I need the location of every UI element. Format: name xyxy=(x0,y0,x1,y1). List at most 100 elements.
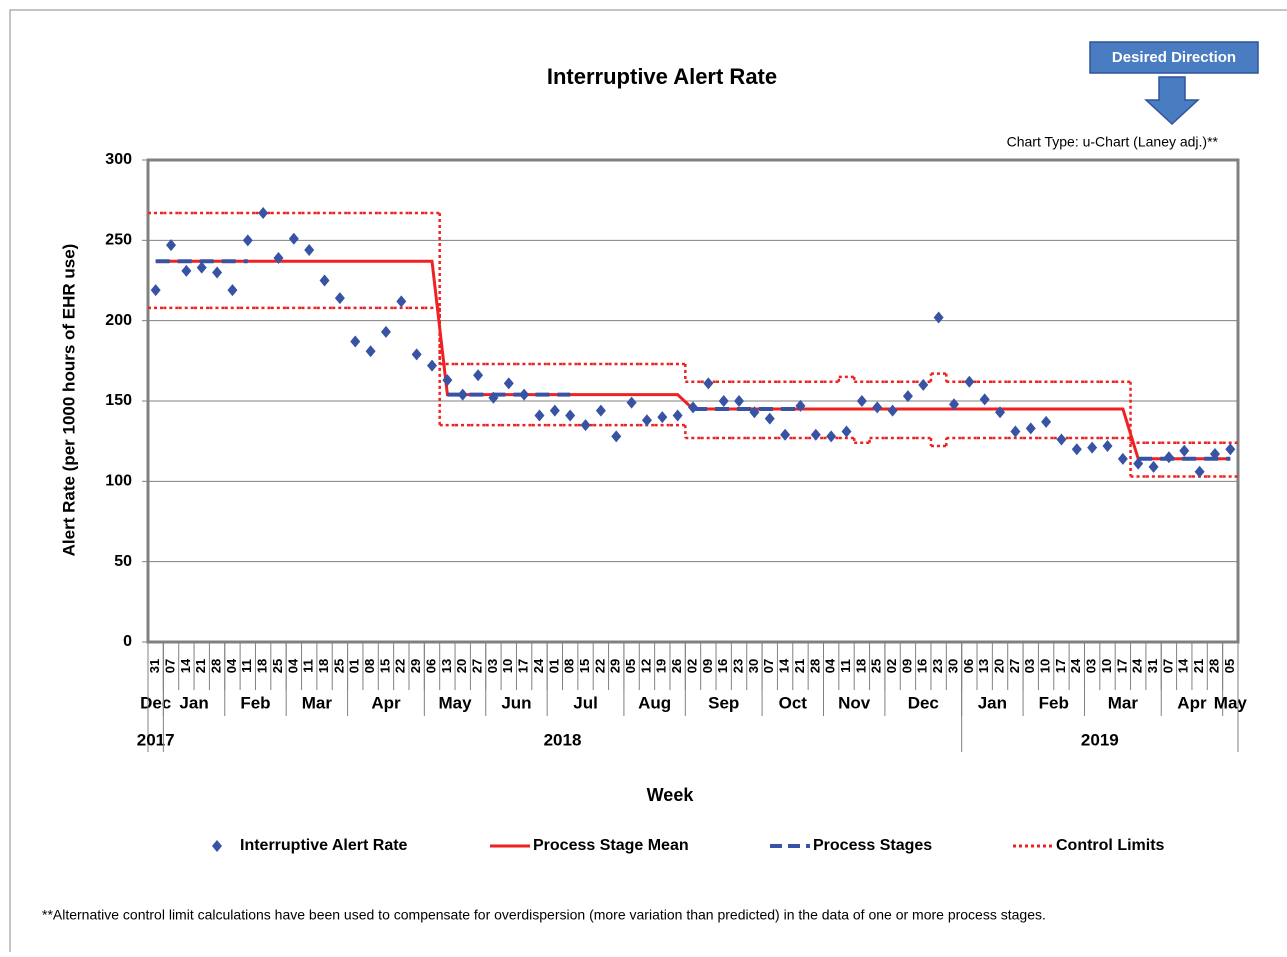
data-point xyxy=(380,325,391,338)
data-point xyxy=(150,284,161,297)
y-tick-label: 0 xyxy=(123,633,132,650)
data-point xyxy=(764,412,775,425)
y-tick-label: 50 xyxy=(114,553,132,570)
x-tick-label: 22 xyxy=(393,659,408,673)
data-point xyxy=(1163,451,1174,464)
x-tick-label: 10 xyxy=(1099,659,1114,673)
year-label: 2019 xyxy=(1081,730,1119,749)
data-point xyxy=(1117,452,1128,465)
legend-marker xyxy=(212,840,222,852)
chart-title: Interruptive Alert Rate xyxy=(547,64,777,89)
x-tick-label: 10 xyxy=(1038,659,1053,673)
data-point xyxy=(457,388,468,401)
x-tick-label: 22 xyxy=(592,659,607,673)
x-tick-label: 30 xyxy=(945,659,960,673)
x-tick-label: 31 xyxy=(1145,659,1160,673)
data-point xyxy=(718,395,729,407)
data-point xyxy=(411,348,422,361)
x-tick-label: 18 xyxy=(316,659,331,673)
x-tick-label: 15 xyxy=(377,659,392,673)
month-label: Jan xyxy=(978,693,1007,712)
data-point xyxy=(503,377,514,390)
month-label: Feb xyxy=(1039,693,1069,712)
x-tick-label: 25 xyxy=(331,659,346,673)
x-tick-label: 04 xyxy=(823,658,838,673)
x-tick-label: 03 xyxy=(1022,659,1037,673)
x-tick-label: 17 xyxy=(1053,659,1068,673)
x-tick-label: 29 xyxy=(608,659,623,673)
x-tick-label: 14 xyxy=(1176,658,1191,673)
x-tick-label: 26 xyxy=(669,659,684,673)
month-label: Jun xyxy=(501,693,531,712)
data-point xyxy=(657,411,668,424)
data-point xyxy=(902,390,913,403)
data-point xyxy=(319,274,330,287)
x-tick-label: 02 xyxy=(684,659,699,673)
x-tick-label: 13 xyxy=(439,659,454,673)
x-tick-label: 27 xyxy=(1007,659,1022,673)
x-tick-label: 23 xyxy=(730,659,745,673)
badge xyxy=(1089,41,1259,74)
data-point xyxy=(549,404,560,417)
x-tick-label: 24 xyxy=(1130,658,1145,673)
month-label: May xyxy=(439,693,473,712)
x-tick-label: 09 xyxy=(700,659,715,673)
data-point xyxy=(734,395,745,407)
y-tick-label: 250 xyxy=(105,232,132,249)
y-tick-label: 150 xyxy=(105,392,132,409)
x-tick-label: 19 xyxy=(654,659,669,673)
data-point xyxy=(872,401,883,414)
x-tick-label: 16 xyxy=(715,659,730,673)
x-tick-label: 21 xyxy=(1191,659,1206,673)
data-point xyxy=(304,243,315,256)
process-stage-line xyxy=(155,259,1231,461)
data-point xyxy=(1209,448,1220,461)
x-tick-label: 18 xyxy=(255,659,270,673)
x-tick-label: 15 xyxy=(577,659,592,673)
x-tick-label: 24 xyxy=(531,658,546,673)
x-tick-label: 24 xyxy=(1068,658,1083,673)
month-label: Sep xyxy=(708,693,739,712)
month-label: Jul xyxy=(573,693,598,712)
month-label: Feb xyxy=(240,693,270,712)
month-label: Nov xyxy=(838,693,871,712)
data-point xyxy=(1179,444,1190,457)
x-tick-label: 21 xyxy=(792,659,807,673)
x-tick-label: 30 xyxy=(746,659,761,673)
x-tick-label: 11 xyxy=(239,659,254,673)
data-point xyxy=(626,396,637,409)
year-label: 2018 xyxy=(544,730,582,749)
month-label: Oct xyxy=(779,693,808,712)
data-point xyxy=(780,428,791,441)
y-axis-label: Alert Rate (per 1000 hours of EHR use) xyxy=(59,244,78,557)
month-label: Aug xyxy=(638,693,671,712)
x-tick-label: 06 xyxy=(423,659,438,673)
data-point xyxy=(749,406,760,419)
data-point xyxy=(334,292,345,305)
x-tick-label: 03 xyxy=(485,659,500,673)
direction-arrow xyxy=(1144,76,1200,126)
data-point xyxy=(795,399,806,412)
x-tick-label: 17 xyxy=(516,659,531,673)
data-point xyxy=(1071,443,1082,456)
x-tick-label: 13 xyxy=(976,659,991,673)
legend-label: Process Stages xyxy=(813,837,932,854)
data-point xyxy=(887,404,898,417)
data-point xyxy=(1056,433,1067,446)
data-point xyxy=(488,391,499,404)
data-point xyxy=(534,409,545,422)
data-point xyxy=(995,406,1006,419)
data-point xyxy=(841,425,852,438)
month-label: Dec xyxy=(908,693,939,712)
x-tick-label: 23 xyxy=(930,659,945,673)
y-tick-label: 200 xyxy=(105,312,132,329)
data-point xyxy=(212,266,223,279)
data-point xyxy=(442,374,453,387)
data-point xyxy=(1010,425,1021,438)
x-tick-label: 08 xyxy=(562,659,577,673)
data-point xyxy=(227,284,238,297)
x-tick-label: 11 xyxy=(838,659,853,673)
data-point xyxy=(427,359,438,372)
x-tick-label: 27 xyxy=(470,659,485,673)
